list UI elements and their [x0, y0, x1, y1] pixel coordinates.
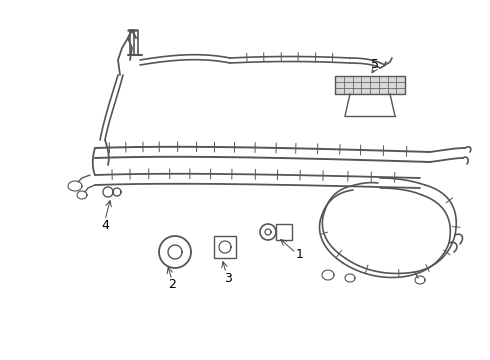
Text: 3: 3 [224, 271, 232, 284]
Text: 1: 1 [296, 248, 304, 261]
Text: 4: 4 [101, 219, 109, 231]
FancyBboxPatch shape [214, 236, 236, 258]
Text: 5: 5 [371, 58, 379, 71]
FancyBboxPatch shape [335, 76, 405, 94]
Text: 2: 2 [168, 279, 176, 292]
FancyBboxPatch shape [276, 224, 292, 240]
